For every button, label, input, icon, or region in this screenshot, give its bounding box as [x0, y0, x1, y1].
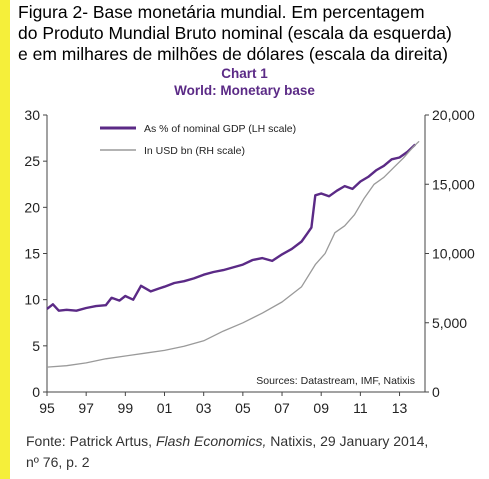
chart-subtitle: World: Monetary base [174, 83, 315, 98]
x-tick-label: 99 [118, 400, 134, 416]
right-y-tick-label: 5,000 [432, 315, 467, 331]
x-tick-label: 95 [39, 400, 55, 416]
source-publication: Flash Economics, [155, 433, 267, 449]
x-tick-label: 97 [78, 400, 94, 416]
left-y-tick-label: 20 [24, 199, 40, 215]
usd-series-line [46, 140, 420, 368]
x-tick-label: 03 [196, 400, 212, 416]
source-note: Fonte: Patrick Artus, Flash Economics, N… [26, 431, 482, 473]
chart-title: Chart 1 [221, 66, 268, 81]
x-tick-label: 09 [313, 400, 329, 416]
left-y-tick-label: 5 [32, 338, 40, 354]
x-tick-label: 13 [392, 400, 408, 416]
right-y-tick-label: 15,000 [432, 176, 475, 192]
source-prefix: Fonte: Patrick Artus, [26, 433, 156, 449]
chart-source-annotation: Sources: Datastream, IMF, Natixis [256, 375, 415, 387]
right-y-tick-label: 10,000 [432, 246, 475, 262]
left-y-tick-label: 30 [24, 107, 40, 123]
left-accent-bar [0, 0, 10, 479]
left-y-tick-label: 10 [24, 292, 40, 308]
legend-label: As % of nominal GDP (LH scale) [144, 123, 296, 135]
right-y-tick-label: 0 [432, 384, 440, 400]
source-suffix: Natixis, 29 January 2014, [266, 433, 429, 449]
x-tick-label: 07 [274, 400, 290, 416]
left-y-tick-label: 0 [32, 384, 40, 400]
left-y-tick-label: 15 [24, 246, 40, 262]
right-y-tick-label: 20,000 [432, 107, 475, 123]
source-line-2: nº 76, p. 2 [26, 454, 90, 470]
left-y-tick-label: 25 [24, 153, 40, 169]
x-tick-label: 01 [157, 400, 173, 416]
x-tick-label: 05 [235, 400, 251, 416]
gdp-series-line [46, 143, 417, 312]
figure-title-line-2: do Produto Mundial Bruto nominal (escala… [18, 23, 452, 43]
figure-title-line-1: Figura 2- Base monetária mundial. Em per… [18, 2, 425, 22]
x-tick-label: 11 [353, 400, 368, 416]
figure-title-line-3: e em milhares de milhões de dólares (esc… [18, 44, 448, 64]
legend-label: In USD bn (RH scale) [144, 145, 245, 157]
figure-title: Figura 2- Base monetária mundial. Em per… [18, 2, 486, 65]
